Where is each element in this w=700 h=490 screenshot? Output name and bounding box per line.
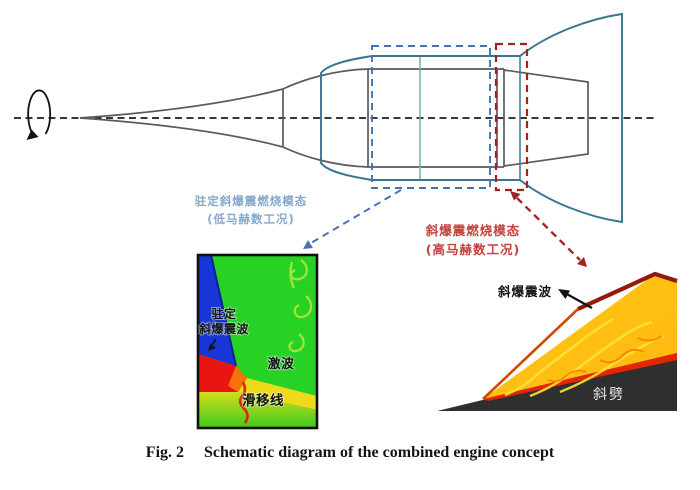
blue-leader-arrow — [303, 189, 402, 249]
shoulder-upper — [282, 68, 369, 90]
left-cfd-image: 驻定 斜爆震波 激波 滑移线 — [196, 253, 319, 430]
standing-odw-pointer-arrow — [208, 338, 217, 351]
spike-upper-line — [79, 88, 284, 119]
oblique-detonation-wave-label: 斜爆震波 — [498, 284, 553, 299]
nozzle-inner-plug — [503, 69, 589, 167]
spike-lower-line — [79, 117, 284, 148]
red-leader-arrow — [510, 191, 587, 267]
shock-label: 激波 — [267, 356, 295, 372]
rotation-axis-icon — [26, 89, 52, 140]
red-dashed-box — [494, 42, 529, 192]
wedge-label: 斜劈 — [593, 386, 625, 403]
high-mach-mode-line2: (高马赫数工况) — [425, 242, 521, 258]
standing-odw-label-line1: 驻定 — [211, 306, 236, 321]
figure-caption-text: Schematic diagram of the combined engine… — [204, 444, 555, 461]
low-mach-mode-line2: (低马赫数工况) — [207, 211, 295, 226]
slip-line-label: 滑移线 — [242, 392, 284, 409]
high-mach-mode-line1: 斜爆震燃烧模态 — [425, 223, 521, 238]
figure-caption: Fig. 2 Schematic diagram of the combined … — [0, 444, 700, 462]
low-mach-mode-line1: 驻定斜爆震燃烧模态 — [194, 194, 308, 208]
figure-caption-number: Fig. 2 — [145, 444, 185, 461]
shoulder-lower — [282, 146, 369, 168]
high-mach-mode-annotation: 斜爆震燃烧模态 (高马赫数工况) — [403, 221, 543, 260]
wave-label-arrow — [558, 289, 593, 309]
standing-odw-label-line2: 斜爆震波 — [198, 321, 250, 336]
right-cfd-image: 斜劈 — [437, 271, 678, 411]
cowl — [320, 12, 623, 224]
low-mach-mode-annotation: 驻定斜爆震燃烧模态 (低马赫数工况) — [172, 193, 330, 229]
cowl-and-bell-outline — [320, 12, 623, 224]
left-cfd-border — [196, 253, 319, 430]
blue-dashed-box — [371, 45, 491, 189]
